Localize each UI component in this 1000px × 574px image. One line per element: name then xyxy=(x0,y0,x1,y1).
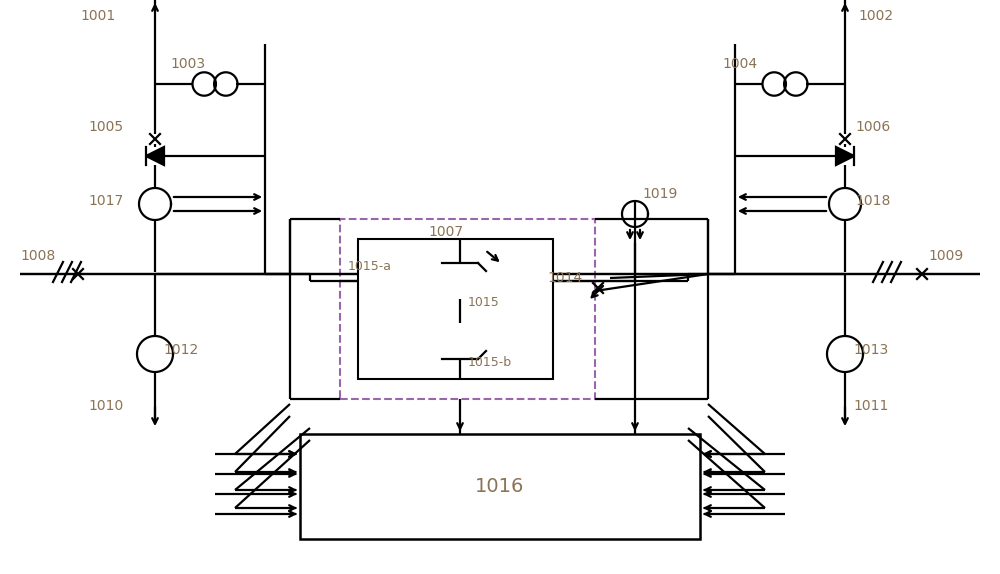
Text: 1003: 1003 xyxy=(170,57,205,71)
Text: 1018: 1018 xyxy=(855,194,890,208)
Text: 1012: 1012 xyxy=(163,343,198,357)
Text: 1011: 1011 xyxy=(853,399,888,413)
Text: 1005: 1005 xyxy=(88,120,123,134)
Polygon shape xyxy=(442,323,478,359)
Polygon shape xyxy=(146,147,164,165)
Polygon shape xyxy=(836,147,854,165)
Text: 1008: 1008 xyxy=(20,249,55,263)
Text: 1007: 1007 xyxy=(428,225,463,239)
Text: 1010: 1010 xyxy=(88,399,123,413)
Text: 1013: 1013 xyxy=(853,343,888,357)
Text: 1015-a: 1015-a xyxy=(348,261,392,273)
Text: 1019: 1019 xyxy=(642,187,677,201)
Text: 1017: 1017 xyxy=(88,194,123,208)
Text: 1015-b: 1015-b xyxy=(468,356,512,370)
Text: 1001: 1001 xyxy=(80,9,115,23)
Polygon shape xyxy=(442,263,478,299)
Text: 1014: 1014 xyxy=(547,271,582,285)
Text: 1009: 1009 xyxy=(928,249,963,263)
Bar xyxy=(340,219,595,399)
Text: 1004: 1004 xyxy=(722,57,757,71)
Text: 1016: 1016 xyxy=(475,478,525,497)
Text: 1015: 1015 xyxy=(468,297,500,309)
Bar xyxy=(300,434,700,539)
Bar xyxy=(358,239,553,379)
Text: 1006: 1006 xyxy=(855,120,890,134)
Text: 1002: 1002 xyxy=(858,9,893,23)
